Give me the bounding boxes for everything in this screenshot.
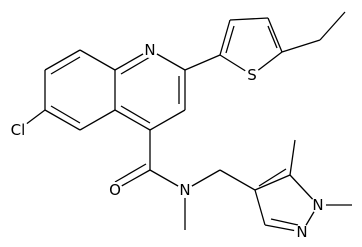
atom-label: S (247, 66, 257, 84)
atom-label: N (312, 196, 323, 214)
atom-label: Cl (11, 121, 26, 139)
atom-label: N (296, 223, 307, 241)
atom-labels: N S Cl O N N N (7, 41, 326, 241)
atom-label: O (109, 181, 121, 199)
atom-label: N (144, 41, 155, 59)
atom-label: N (179, 181, 190, 199)
bonds (24, 11, 352, 233)
